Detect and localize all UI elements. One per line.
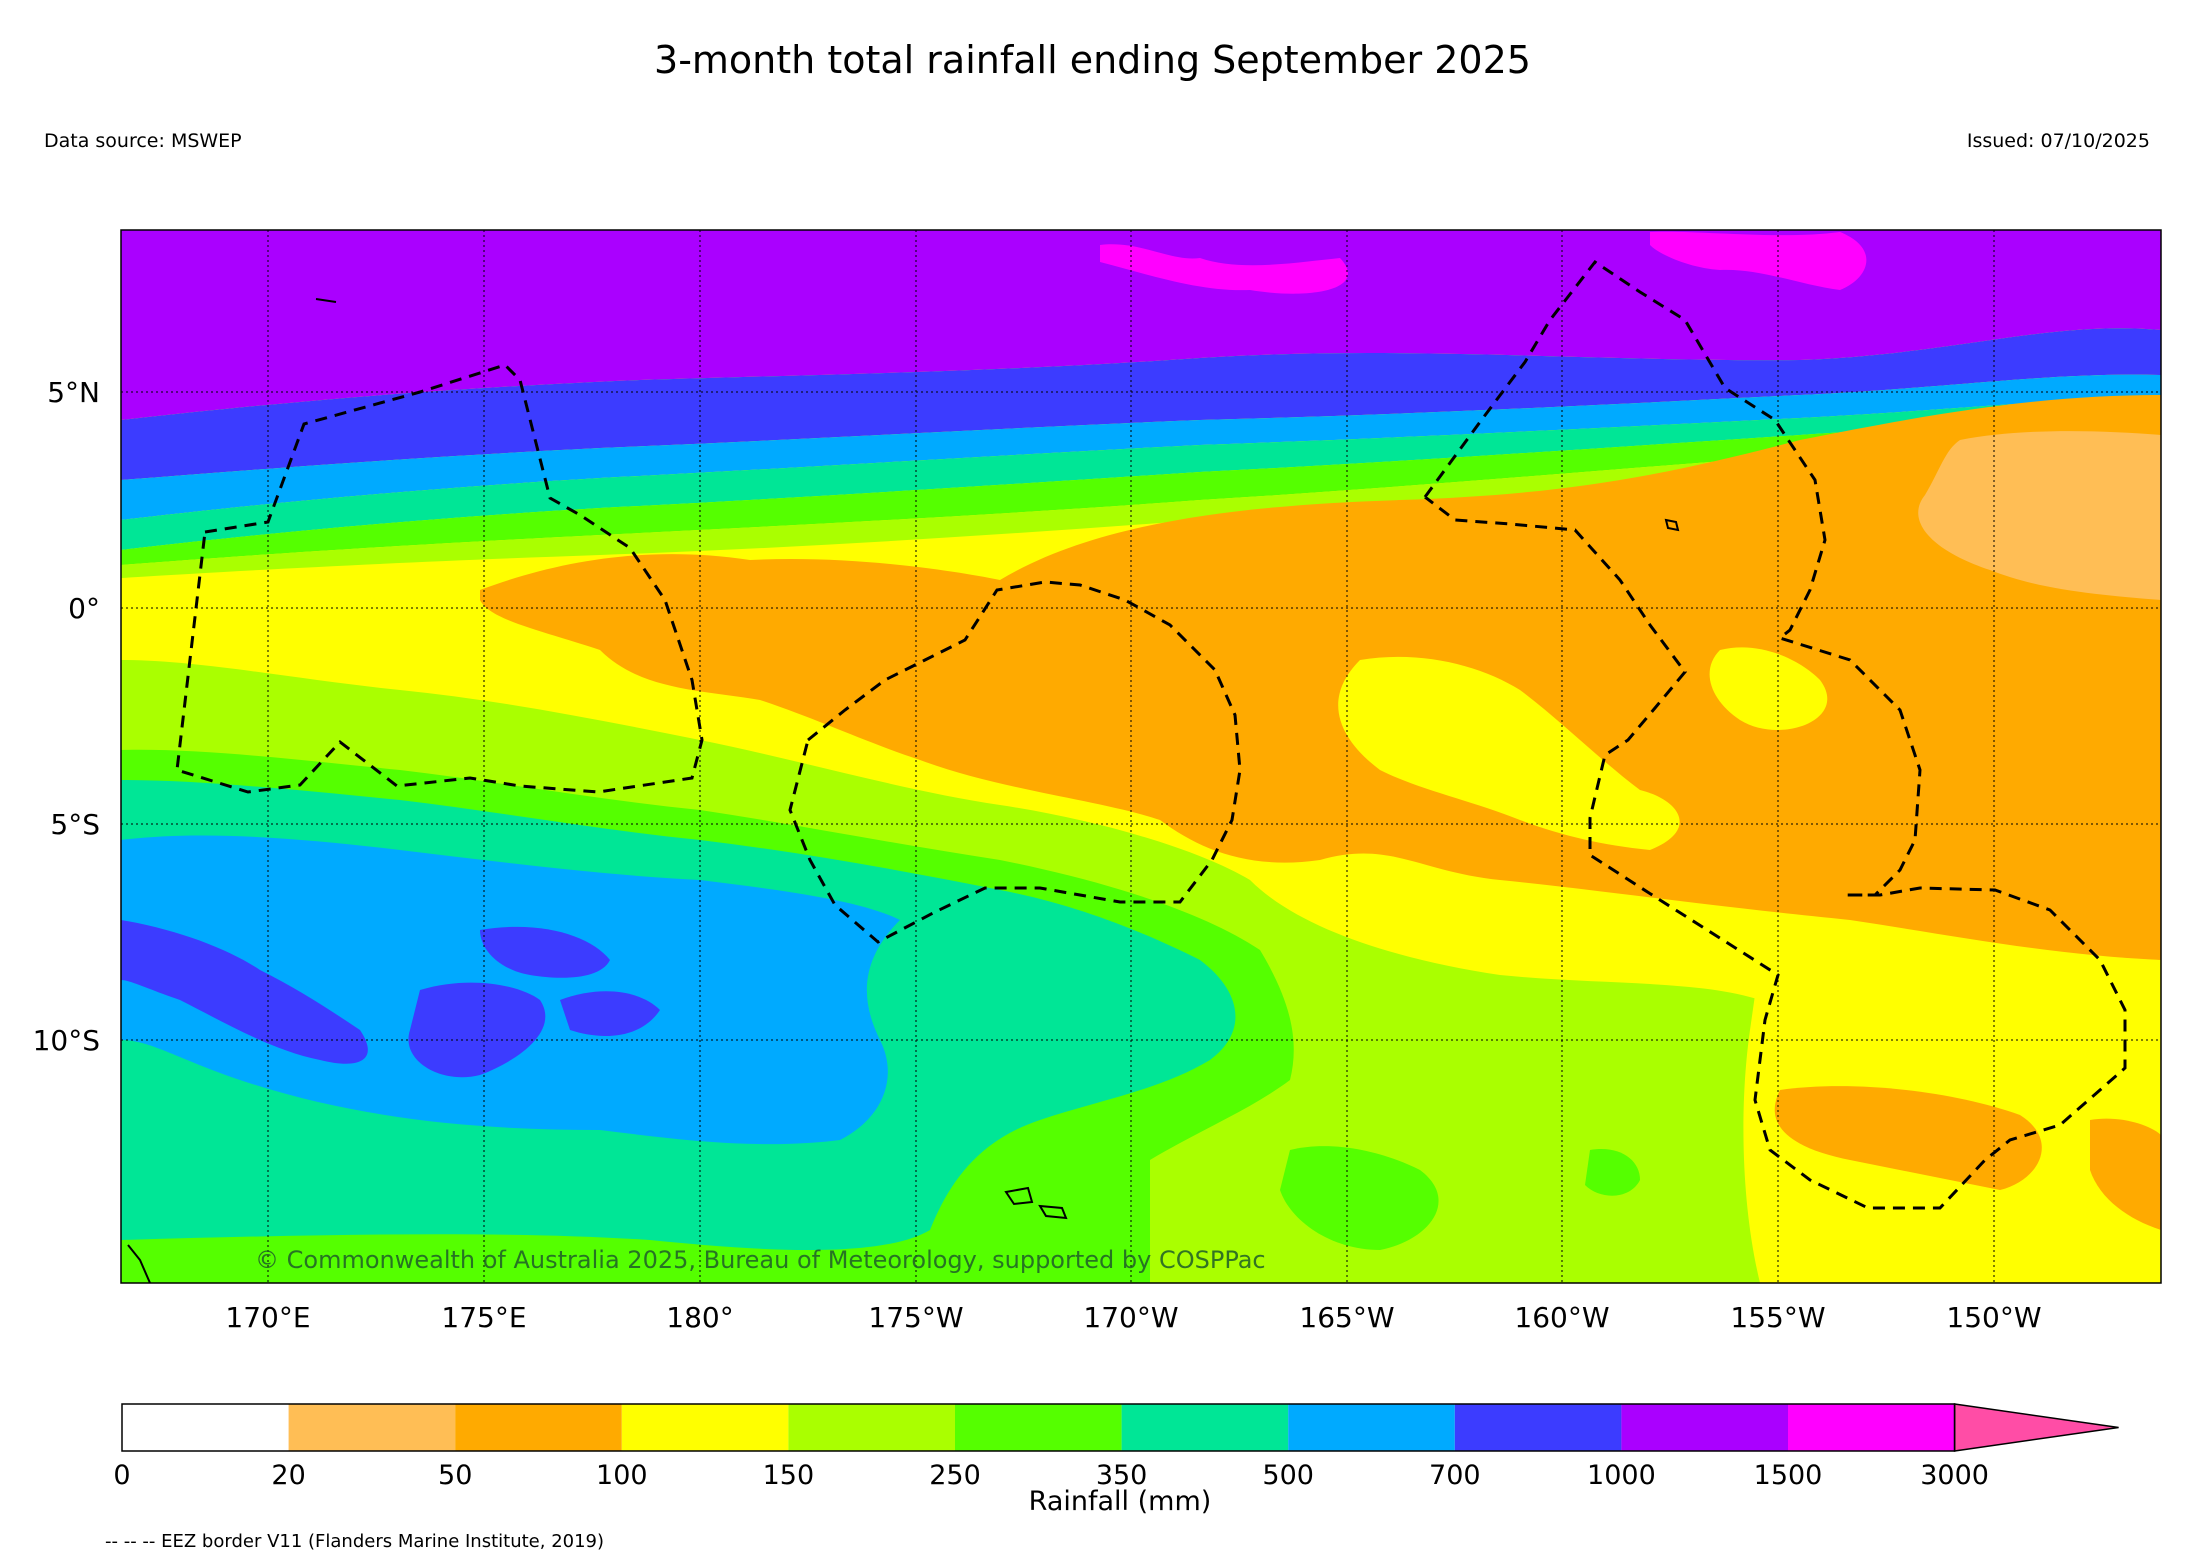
colorbar-extend-arrow	[1953, 1403, 2119, 1452]
eez-borders	[175, 259, 2127, 1210]
colorbar-tick-label: 350	[1096, 1460, 1148, 1491]
lon-tick: 150°W	[1946, 1301, 2041, 1334]
colorbar-tick-label: 250	[929, 1460, 981, 1491]
lon-tick: 160°W	[1514, 1301, 1609, 1334]
colorbar-tick-label: 150	[763, 1460, 815, 1491]
map-title: 3-month total rainfall ending September …	[654, 38, 1531, 82]
colorbar-tick-label: 3000	[1920, 1460, 1989, 1491]
colorbar-segment	[621, 1404, 789, 1451]
colorbar-segment	[122, 1404, 289, 1451]
longitude-labels: 170°E 175°E 180° 175°W 170°W 165°W 160°W…	[225, 1301, 2041, 1334]
lon-tick: 155°W	[1730, 1301, 1825, 1334]
colorbar-tick-label: 1000	[1587, 1460, 1656, 1491]
colorbar	[121, 1403, 2119, 1452]
colorbar-tick-label: 700	[1429, 1460, 1481, 1491]
colorbar-tick-label: 1500	[1754, 1460, 1823, 1491]
colorbar-tick-label: 500	[1262, 1460, 1314, 1491]
colorbar-segment	[1288, 1404, 1455, 1451]
colorbar-tick-label: 100	[596, 1460, 648, 1491]
colorbar-segment	[788, 1404, 955, 1451]
latitude-labels: 5°N 0° 5°S 10°S	[33, 376, 100, 1057]
lat-tick: 10°S	[33, 1024, 100, 1057]
lon-tick: 180°	[666, 1301, 733, 1334]
lat-tick: 5°S	[50, 808, 100, 841]
colorbar-segment	[1621, 1404, 1788, 1451]
colorbar-tick-label: 50	[438, 1460, 472, 1491]
colorbar-segment	[1121, 1404, 1289, 1451]
map-frame	[120, 229, 2162, 1284]
colorbar-segment	[288, 1404, 456, 1451]
lon-tick: 165°W	[1299, 1301, 1394, 1334]
eez-footnote: -- -- -- EEZ border V11 (Flanders Marine…	[105, 1531, 605, 1552]
lon-tick: 170°E	[225, 1301, 310, 1334]
lat-tick: 5°N	[47, 376, 100, 409]
colorbar-border	[121, 1403, 1956, 1452]
colorbar-tick-label: 20	[271, 1460, 305, 1491]
rainfall-field	[121, 230, 2161, 1283]
colorbar-segment	[1788, 1404, 1955, 1451]
issued-date: Issued: 07/10/2025	[1966, 130, 2150, 152]
lat-tick: 0°	[68, 592, 100, 625]
colorbar-segment	[955, 1404, 1122, 1451]
data-source: Data source: MSWEP	[44, 130, 242, 152]
graticule	[121, 230, 2161, 1283]
colorbar-tick-label: 0	[113, 1460, 130, 1491]
colorbar-title: Rainfall (mm)	[1029, 1486, 1212, 1517]
colorbar-ticks: 0 20 50 100 150 250 350 500 700 1000 1500 3000	[113, 1460, 1989, 1491]
lon-tick: 175°E	[441, 1301, 526, 1334]
colorbar-segment	[455, 1404, 622, 1451]
lon-tick: 175°W	[868, 1301, 963, 1334]
colorbar-segment	[1454, 1404, 1622, 1451]
credit-watermark: © Commonwealth of Australia 2025, Bureau…	[255, 1246, 1266, 1274]
island-outlines	[127, 298, 1680, 1284]
lon-tick: 170°W	[1083, 1301, 1178, 1334]
